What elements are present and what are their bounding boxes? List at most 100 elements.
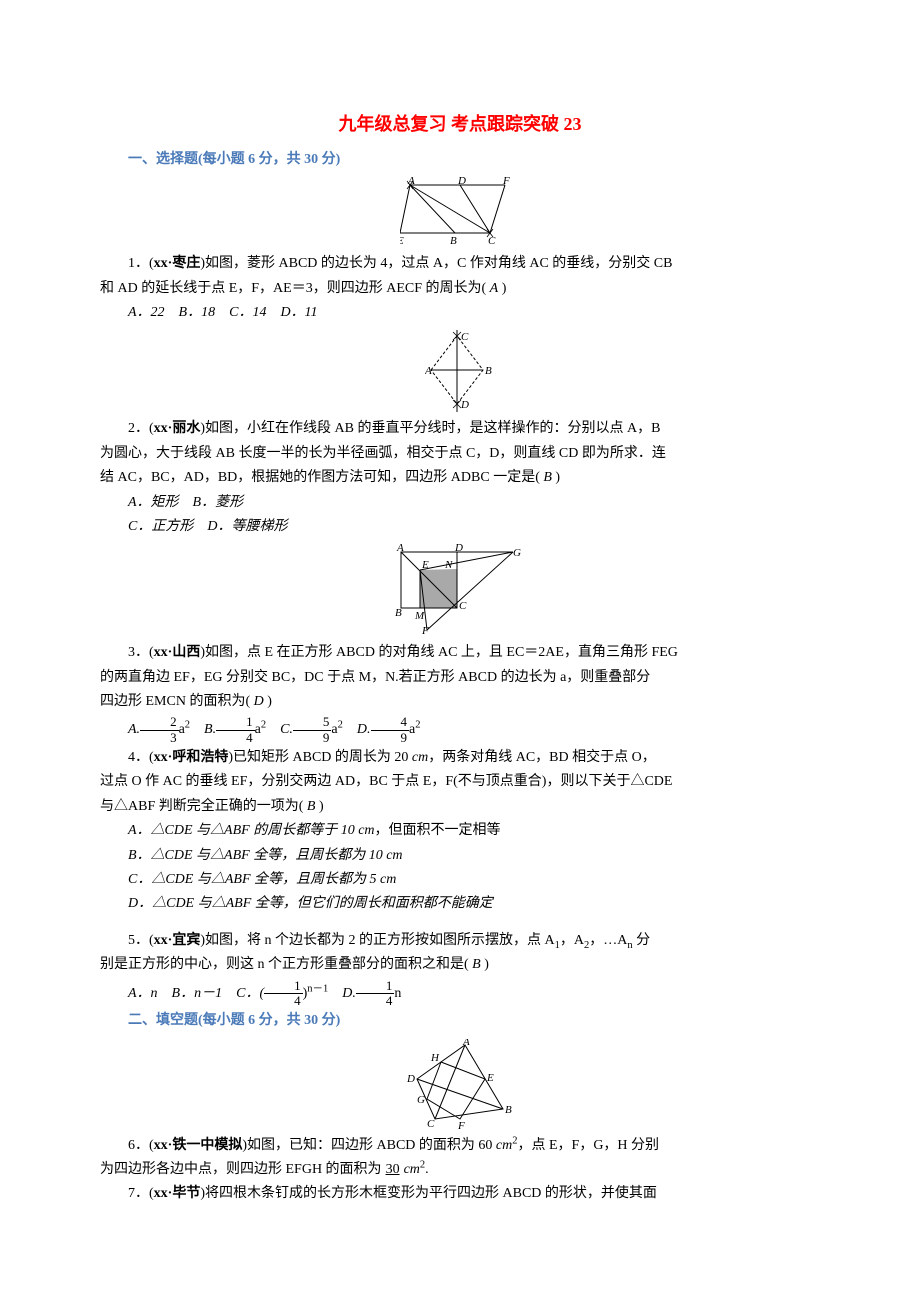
q3-D-label: D.	[357, 723, 371, 738]
svg-text:C: C	[461, 331, 469, 343]
svg-text:G: G	[513, 547, 521, 559]
q3-A-label: A.	[128, 723, 140, 738]
q5-cDFrac-den: 4	[356, 994, 395, 1008]
svg-text:A: A	[462, 1039, 470, 1048]
q5-cDFrac-num: 1	[356, 979, 395, 994]
q1-textC: )	[498, 281, 506, 296]
q3-C-num: 5	[293, 715, 332, 730]
svg-text:G: G	[417, 1094, 425, 1106]
svg-text:F: F	[421, 625, 429, 636]
svg-text:D: D	[406, 1073, 415, 1085]
q4-line2: 过点 O 作 AC 的垂线 EF，分别交两边 AD，BC 于点 E，F(不与顶点…	[100, 771, 820, 793]
q5-cDvar: n	[394, 986, 401, 1001]
q6-cm2: cm	[496, 1138, 512, 1153]
q4-cA2: ，但面积不一定相等	[375, 823, 501, 838]
svg-text:H: H	[430, 1052, 440, 1064]
q1-tag: xx·枣庄	[154, 256, 201, 271]
svg-text:B: B	[505, 1104, 512, 1116]
section-1-heading: 一、选择题(每小题 6 分，共 30 分)	[100, 149, 820, 171]
q2-line1: 2．(xx·丽水)如图，小红在作线段 AB 的垂直平分线时，是这样操作的：分别以…	[100, 418, 820, 440]
q2-choicesB: C．正方形 D．等腰梯形	[100, 516, 820, 538]
q5-textC: 别是正方形的中心，则这 n 个正方形重叠部分的面积之和是(	[100, 957, 472, 972]
q5-cA: A．n B．n－1 C．(	[128, 986, 264, 1001]
q5-cExpNum: n－1	[307, 983, 328, 994]
q2-tag: xx·丽水	[154, 421, 201, 436]
q4-textB: ，两条对角线 AC，BD 相交于点 O，	[428, 750, 656, 765]
q3-B-exp: 2	[261, 720, 266, 731]
q6-textD: .	[425, 1162, 429, 1177]
svg-text:C: C	[488, 235, 496, 247]
q1-textB: 和 AD 的延长线于点 E，F，AE＝3，则四边形 AECF 的周长为(	[100, 281, 490, 296]
q5-cD: D.	[328, 986, 356, 1001]
svg-text:D: D	[460, 399, 469, 411]
svg-text:B: B	[395, 607, 402, 619]
q1-line1: 1．(xx·枣庄)如图，菱形 ABCD 的边长为 4，过点 A，C 作对角线 A…	[100, 253, 820, 275]
svg-text:F: F	[502, 177, 510, 187]
q6-textA: )如图，已知：四边形 ABCD 的面积为 60	[242, 1138, 496, 1153]
q5-textB: 分	[633, 933, 651, 948]
q1-answer: A	[490, 281, 499, 296]
page-title: 九年级总复习 考点跟踪突破 23	[100, 110, 820, 139]
q6-textB: ，点 E，F，G，H 分别	[517, 1138, 659, 1153]
q6-tag: xx·铁一中模拟	[154, 1138, 243, 1153]
q5-tag: xx·宜宾	[154, 933, 201, 948]
q2-choicesA: A．矩形 B．菱形	[100, 492, 820, 514]
q5-answer: B	[472, 957, 481, 972]
q2-textD: )	[552, 470, 560, 485]
q4-textA: )已知矩形 ABCD 的周长为 20	[228, 750, 412, 765]
figure-q1: A D F E B C	[400, 177, 520, 247]
q5-cFrac-num: 1	[264, 979, 303, 994]
q4-cC: C．△CDE 与△ABF 全等，且周长都为 5	[128, 872, 380, 887]
svg-text:D: D	[454, 544, 463, 554]
q3-A-num: 2	[140, 715, 179, 730]
q3-B-den: 4	[216, 731, 255, 745]
q5-dots: ，…A	[589, 933, 627, 948]
q4-line3: 与△ABF 判断完全正确的一项为( B )	[100, 796, 820, 818]
q7-line1: 7．(xx·毕节)将四根木条钉成的长方形木框变形为平行四边形 ABCD 的形状，…	[100, 1183, 820, 1205]
q3-A-exp: 2	[185, 720, 190, 731]
svg-text:N: N	[444, 559, 453, 571]
figure-q6: A D E H B C F G	[405, 1039, 515, 1129]
svg-text:C: C	[459, 600, 467, 612]
figure-q2: A B C D	[425, 330, 495, 412]
q5-line2: 别是正方形的中心，则这 n 个正方形重叠部分的面积之和是( B )	[100, 954, 820, 976]
q1-line2: 和 AD 的延长线于点 E，F，AE＝3，则四边形 AECF 的周长为( A )	[100, 278, 820, 300]
page-container: 九年级总复习 考点跟踪突破 23 一、选择题(每小题 6 分，共 30 分) A…	[0, 0, 920, 1268]
q3-A-den: 3	[140, 731, 179, 745]
q2-prefix: 2．(	[128, 421, 154, 436]
q4-cA-cm: cm	[358, 823, 374, 838]
svg-text:A: A	[396, 544, 404, 554]
q6-prefix: 6．(	[128, 1138, 154, 1153]
q4-tag: xx·呼和浩特	[154, 750, 229, 765]
q4-cB: B．△CDE 与△ABF 全等，且周长都为 10	[128, 848, 386, 863]
q2-line2: 为圆心，大于线段 AB 长度一半的长为半径画弧，相交于点 C，D，则直线 CD …	[100, 443, 820, 465]
q6-textC: 为四边形各边中点，则四边形 EFGH 的面积为	[100, 1162, 382, 1177]
q4-cA: A．△CDE 与△ABF 的周长都等于 10	[128, 823, 358, 838]
q4-cC-cm: cm	[380, 872, 396, 887]
q3-line1: 3．(xx·山西)如图，点 E 在正方形 ABCD 的对角线 AC 上，且 EC…	[100, 642, 820, 664]
q4-line1: 4．(xx·呼和浩特)已知矩形 ABCD 的周长为 20 cm，两条对角线 AC…	[100, 747, 820, 769]
svg-text:A: A	[425, 365, 432, 377]
q4-textE: )	[315, 799, 323, 814]
svg-text:A: A	[407, 177, 415, 187]
q4-cm1: cm	[412, 750, 428, 765]
svg-text:D: D	[457, 177, 466, 187]
svg-text:B: B	[485, 365, 492, 377]
q4-choiceA: A．△CDE 与△ABF 的周长都等于 10 cm，但面积不一定相等	[100, 820, 820, 842]
q7-textA: )将四根木条钉成的长方形木框变形为平行四边形 ABCD 的形状，并使其面	[200, 1186, 657, 1201]
q2-answer: B	[543, 470, 552, 485]
q7-prefix: 7．(	[128, 1186, 154, 1201]
svg-text:B: B	[450, 235, 457, 247]
q6-line2: 为四边形各边中点，则四边形 EFGH 的面积为30cm2.	[100, 1159, 820, 1181]
q3-C-exp: 2	[338, 720, 343, 731]
q4-cB-cm: cm	[386, 848, 402, 863]
q5-cFrac-den: 4	[264, 994, 303, 1008]
q2-textA: )如图，小红在作线段 AB 的垂直平分线时，是这样操作的：分别以点 A，B	[200, 421, 660, 436]
q3-line3: 四边形 EMCN 的面积为( D )	[100, 691, 820, 713]
svg-text:M: M	[414, 610, 425, 622]
q3-choices: A.23a2 B.14a2 C.59a2 D.49a2	[100, 715, 820, 745]
q3-line2: 的两直角边 EF，EG 分别交 BC，DC 于点 M，N.若正方形 ABCD 的…	[100, 667, 820, 689]
q3-answer: D	[254, 694, 264, 709]
q1-choices: A．22 B．18 C．14 D．11	[100, 302, 820, 324]
section-2-heading: 二、填空题(每小题 6 分，共 30 分)	[100, 1010, 820, 1032]
